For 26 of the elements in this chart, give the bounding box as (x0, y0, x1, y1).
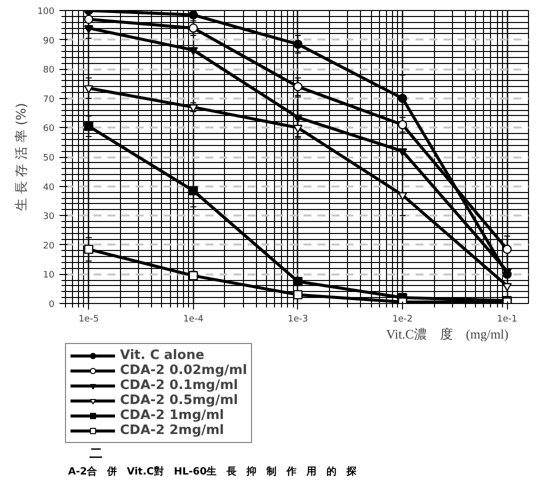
legend-label: CDA-2 0.5mg/ml (120, 393, 238, 408)
legend-label: CDA-2 0.1mg/ml (120, 378, 238, 393)
legend-label: CDA-2 0.02mg/ml (120, 363, 248, 378)
legend-label: CDA-2 2mg/ml (120, 423, 224, 438)
y-tick-label: 20 (43, 241, 55, 252)
x-tick-label: 1e-4 (183, 314, 204, 324)
y-tick-label: 10 (43, 270, 55, 281)
legend-label: CDA-2 1mg/ml (120, 408, 224, 423)
text: A-2合 併 Vit.C對 HL-60生 長 抑 制 作 用 的 探 (68, 466, 358, 478)
y-tick-label: 90 (43, 36, 55, 46)
y-tick-label: 70 (43, 94, 55, 105)
text: 二 (90, 446, 103, 462)
y-tick-label: 80 (43, 66, 55, 76)
x-tick-label: 1e-1 (497, 314, 518, 324)
y-tick-label: 30 (43, 212, 55, 222)
x-tick-label: 1e-3 (288, 314, 308, 324)
x-axis-title: Vit.C濃 度 (mg/ml) (386, 326, 508, 342)
y-tick-label: 40 (43, 182, 55, 193)
y-tick-label: 50 (43, 154, 55, 164)
y-tick-label: 100 (37, 7, 55, 17)
legend-label: Vit. C alone (120, 348, 204, 363)
y-tick-label: 60 (43, 124, 55, 134)
x-tick-label: 1e-5 (78, 314, 99, 324)
y-axis-title: 生 長 存 活 率 (%) (13, 102, 30, 212)
x-tick-label: 1e-2 (392, 314, 413, 324)
y-tick-label: 0 (48, 300, 55, 310)
